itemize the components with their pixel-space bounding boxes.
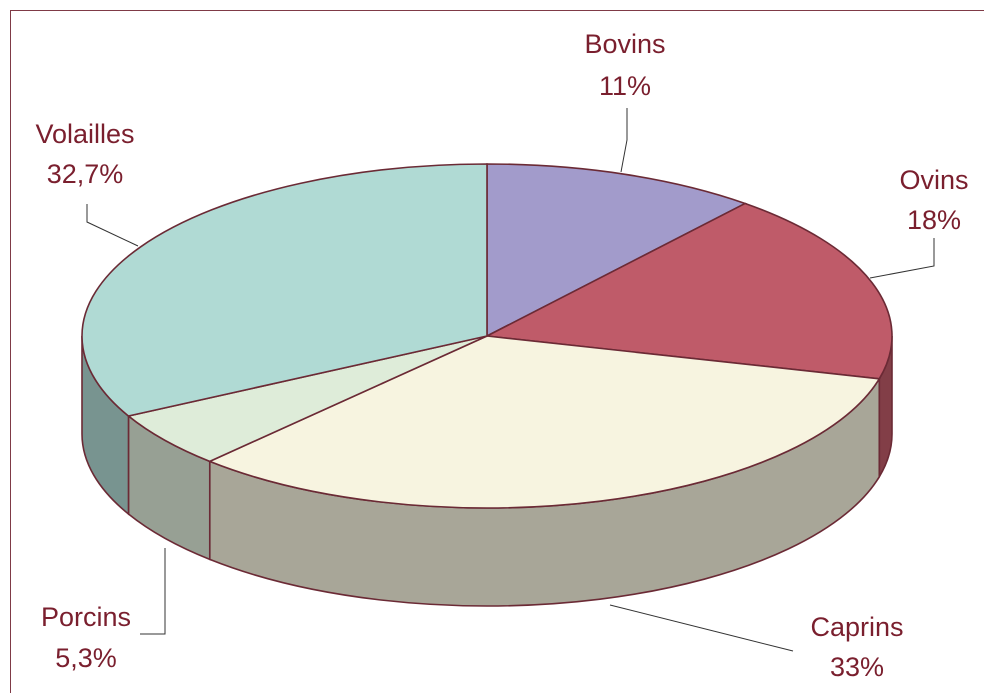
slice-porcins <box>126 335 488 463</box>
leader-ovins <box>869 238 935 279</box>
label-porcins-pct: 5,3% <box>55 643 117 673</box>
label-bovins-name: Bovins <box>584 29 665 59</box>
chart-frame <box>10 10 984 693</box>
leader-porcins <box>140 548 166 635</box>
label-porcins-name: Porcins <box>41 602 131 632</box>
label-volailles-pct: 32,7% <box>47 159 124 189</box>
slice-ovins <box>484 202 893 380</box>
label-bovins-pct: 11% <box>599 71 651 101</box>
slice-volailles <box>81 163 488 417</box>
label-ovins-name: Ovins <box>899 165 968 195</box>
label-caprins-pct: 33% <box>830 652 884 682</box>
pie-slices <box>81 163 893 509</box>
slice-labels: Bovins 11% Ovins 18% Caprins 33% Porcins… <box>35 29 968 682</box>
label-ovins-pct: 18% <box>907 205 961 235</box>
label-leader-lines <box>86 108 935 652</box>
label-volailles-name: Volailles <box>35 119 134 149</box>
leader-volailles <box>86 204 139 247</box>
slice-caprins <box>207 335 881 509</box>
label-caprins-name: Caprins <box>810 612 903 642</box>
pie-sides <box>81 335 893 607</box>
leader-caprins <box>609 604 794 652</box>
slice-bovins <box>486 163 748 338</box>
leader-bovins <box>620 108 628 173</box>
